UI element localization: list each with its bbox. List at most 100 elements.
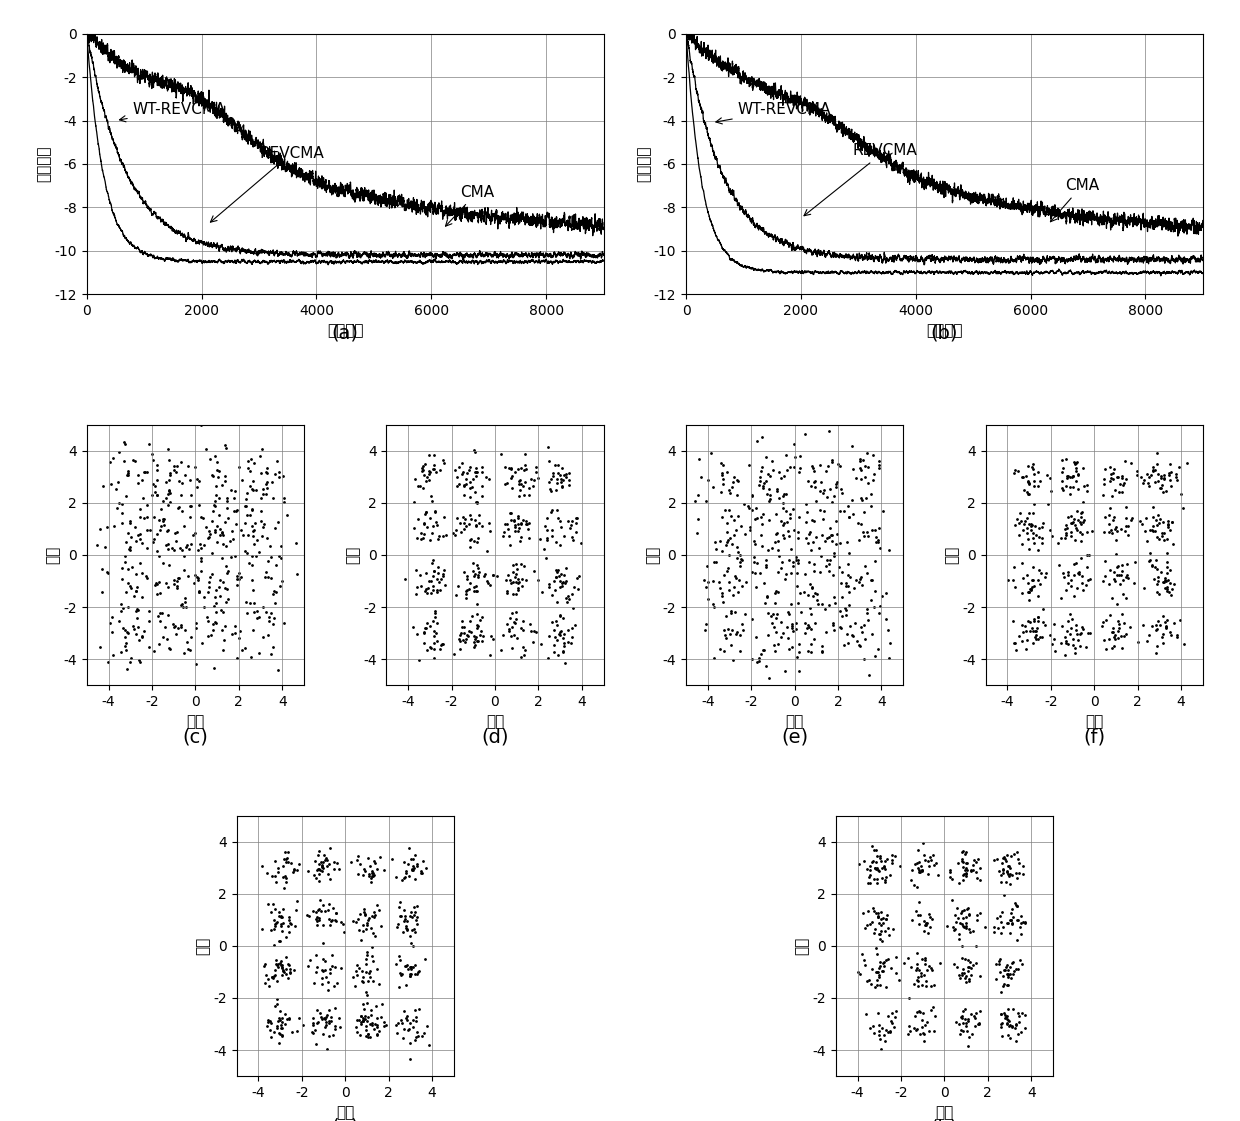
Point xyxy=(312,858,332,876)
Point xyxy=(812,637,832,655)
Point xyxy=(270,577,290,595)
Point xyxy=(398,840,418,858)
Point xyxy=(1064,510,1084,528)
Point xyxy=(1161,626,1180,643)
Point xyxy=(353,865,373,883)
Point xyxy=(502,556,522,574)
Point xyxy=(403,850,423,868)
Point xyxy=(858,457,878,475)
Point xyxy=(549,578,569,596)
Point xyxy=(434,508,454,526)
Point xyxy=(236,515,255,532)
Point xyxy=(356,951,376,969)
Point xyxy=(1078,623,1097,641)
Point xyxy=(940,868,960,886)
Point xyxy=(503,511,523,529)
Point xyxy=(832,564,852,582)
Point xyxy=(258,626,278,643)
Point xyxy=(423,577,443,595)
Point xyxy=(277,849,296,867)
Point xyxy=(264,997,284,1015)
Point xyxy=(284,861,304,879)
Point xyxy=(357,1011,377,1029)
Point xyxy=(557,590,577,608)
Point xyxy=(257,485,277,503)
Point xyxy=(775,663,795,680)
Point xyxy=(965,1008,985,1026)
Point xyxy=(1151,470,1171,488)
Point xyxy=(769,489,789,507)
Point xyxy=(341,853,361,871)
Point xyxy=(396,957,415,975)
Point xyxy=(1056,519,1076,537)
Point xyxy=(1159,464,1179,482)
Point xyxy=(171,618,191,636)
Point xyxy=(362,867,382,884)
Point xyxy=(213,535,233,553)
Point xyxy=(252,919,272,937)
Point xyxy=(216,593,236,611)
Point xyxy=(353,1000,373,1018)
Point xyxy=(952,937,972,955)
Point xyxy=(1153,573,1173,591)
Point xyxy=(417,584,436,602)
Point xyxy=(924,998,944,1016)
Point xyxy=(804,562,823,580)
Point xyxy=(506,611,526,629)
Point xyxy=(274,850,294,868)
Point xyxy=(303,1010,322,1028)
Point xyxy=(565,617,585,634)
Point xyxy=(303,1025,322,1043)
Point xyxy=(872,869,892,887)
Point xyxy=(239,478,259,495)
Point xyxy=(1013,865,1033,883)
Point xyxy=(91,519,110,537)
Point xyxy=(1060,626,1080,643)
Point xyxy=(170,472,190,490)
Point xyxy=(1032,529,1052,547)
Point xyxy=(275,948,295,966)
Point xyxy=(216,472,236,490)
Point xyxy=(1001,847,1021,865)
Point xyxy=(491,445,511,463)
Point xyxy=(956,919,976,937)
Point xyxy=(327,974,347,992)
Point xyxy=(212,621,232,639)
Point xyxy=(954,1002,973,1020)
Point xyxy=(799,642,818,660)
Point xyxy=(800,553,820,571)
Point xyxy=(412,864,432,882)
Point xyxy=(113,504,133,522)
Point xyxy=(1001,969,1021,986)
Point xyxy=(417,502,436,520)
Point xyxy=(353,1011,373,1029)
Point xyxy=(549,606,569,624)
Point xyxy=(915,948,935,966)
Point xyxy=(217,500,237,518)
Point xyxy=(357,914,377,932)
Point xyxy=(797,619,817,637)
Point xyxy=(118,623,138,641)
Point xyxy=(1033,513,1053,531)
Point xyxy=(270,1019,290,1037)
Point xyxy=(873,962,893,980)
Point xyxy=(268,958,288,976)
Point xyxy=(1105,637,1125,655)
Point xyxy=(908,958,928,976)
Point xyxy=(112,495,131,513)
Point xyxy=(831,481,851,499)
Text: (a): (a) xyxy=(331,324,358,343)
Point xyxy=(389,898,409,916)
Point xyxy=(249,645,269,663)
Point xyxy=(918,852,937,870)
Point xyxy=(558,587,578,605)
Point xyxy=(1158,571,1178,589)
Point xyxy=(449,576,469,594)
Point xyxy=(852,618,872,636)
Point xyxy=(811,473,831,491)
Point xyxy=(265,873,285,891)
Point xyxy=(506,603,526,621)
Point xyxy=(994,850,1014,868)
Point xyxy=(1065,565,1085,583)
Point xyxy=(906,902,926,920)
